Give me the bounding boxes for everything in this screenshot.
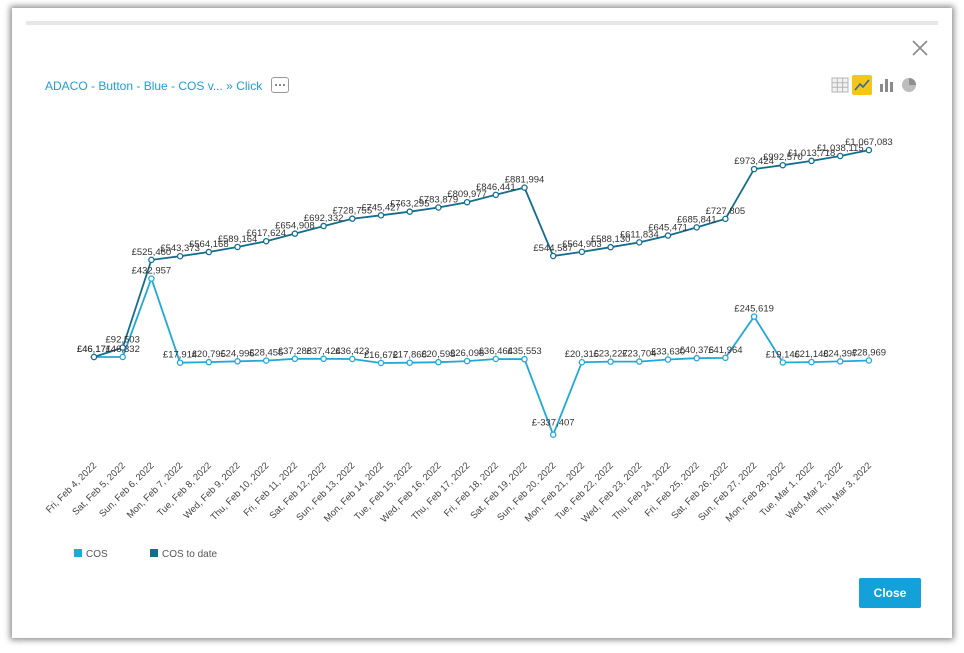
legend-cos[interactable]: COS	[74, 549, 108, 560]
data-point-0-15[interactable]	[522, 357, 527, 362]
legend-cos-to-date[interactable]: COS to date	[150, 549, 217, 560]
data-point-1-23[interactable]	[752, 167, 757, 172]
data-point-0-3[interactable]	[178, 360, 183, 365]
data-point-0-24[interactable]	[780, 360, 785, 365]
data-point-0-22[interactable]	[723, 355, 728, 360]
data-point-0-5[interactable]	[235, 359, 240, 364]
data-point-0-11[interactable]	[407, 360, 412, 365]
data-point-1-25[interactable]	[809, 158, 814, 163]
data-label-1-22: £727,805	[706, 206, 746, 217]
x-tick-label-0: Fri, Feb 4, 2022	[44, 460, 99, 515]
data-point-1-26[interactable]	[838, 153, 843, 158]
data-point-1-22[interactable]	[723, 216, 728, 221]
data-point-1-13[interactable]	[465, 200, 470, 205]
data-point-0-17[interactable]	[579, 360, 584, 365]
data-point-0-25[interactable]	[809, 359, 814, 364]
data-point-0-7[interactable]	[292, 356, 297, 361]
data-point-1-3[interactable]	[178, 254, 183, 259]
data-label-0-22: £41,964	[708, 345, 742, 356]
data-label-0-16: £-337,407	[532, 418, 575, 429]
data-point-1-14[interactable]	[493, 192, 498, 197]
data-point-0-26[interactable]	[838, 359, 843, 364]
data-point-0-23[interactable]	[752, 314, 757, 319]
data-point-1-8[interactable]	[321, 223, 326, 228]
data-point-1-6[interactable]	[264, 239, 269, 244]
data-point-1-24[interactable]	[780, 163, 785, 168]
data-point-1-18[interactable]	[608, 245, 613, 250]
data-point-0-14[interactable]	[493, 356, 498, 361]
data-point-1-9[interactable]	[350, 216, 355, 221]
close-button[interactable]: Close	[859, 578, 921, 608]
data-point-0-8[interactable]	[321, 356, 326, 361]
legend-label-cos: COS	[86, 549, 108, 560]
data-point-1-20[interactable]	[665, 233, 670, 238]
data-point-0-12[interactable]	[436, 360, 441, 365]
data-point-0-6[interactable]	[264, 358, 269, 363]
data-point-0-27[interactable]	[866, 358, 871, 363]
data-point-1-16[interactable]	[551, 253, 556, 258]
data-label-1-1: £92,503	[106, 335, 140, 346]
data-point-1-2[interactable]	[149, 257, 154, 262]
data-point-0-18[interactable]	[608, 359, 613, 364]
data-point-1-10[interactable]	[378, 213, 383, 218]
data-point-1-11[interactable]	[407, 209, 412, 214]
data-point-1-0[interactable]	[91, 354, 96, 359]
x-tick-label-27: Thu, Mar 3, 2022	[815, 460, 874, 519]
data-point-1-17[interactable]	[579, 249, 584, 254]
data-label-1-15: £881,994	[505, 175, 545, 186]
data-point-0-21[interactable]	[694, 356, 699, 361]
legend-label-cos-to-date: COS to date	[162, 549, 217, 560]
data-point-1-21[interactable]	[694, 225, 699, 230]
data-label-0-23: £245,619	[734, 304, 774, 315]
data-point-1-27[interactable]	[866, 148, 871, 153]
data-label-0-27: £28,969	[852, 347, 886, 358]
data-point-1-5[interactable]	[235, 244, 240, 249]
data-point-0-10[interactable]	[378, 360, 383, 365]
data-point-0-16[interactable]	[551, 432, 556, 437]
data-label-1-27: £1,067,083	[845, 137, 893, 148]
legend-swatch-cos	[74, 549, 82, 557]
data-label-1-0: £46,171	[77, 344, 111, 355]
data-point-1-7[interactable]	[292, 231, 297, 236]
data-point-0-20[interactable]	[665, 357, 670, 362]
data-label-0-2: £432,957	[132, 266, 172, 277]
data-point-0-19[interactable]	[637, 359, 642, 364]
data-point-1-12[interactable]	[436, 205, 441, 210]
data-point-1-4[interactable]	[206, 249, 211, 254]
data-point-0-9[interactable]	[350, 356, 355, 361]
data-point-1-15[interactable]	[522, 185, 527, 190]
data-point-0-4[interactable]	[206, 360, 211, 365]
data-point-0-2[interactable]	[149, 276, 154, 281]
data-point-1-19[interactable]	[637, 240, 642, 245]
data-point-0-13[interactable]	[465, 358, 470, 363]
data-point-0-1[interactable]	[120, 354, 125, 359]
data-label-0-15: £35,553	[507, 346, 541, 357]
legend-swatch-cos-to-date	[150, 549, 158, 557]
